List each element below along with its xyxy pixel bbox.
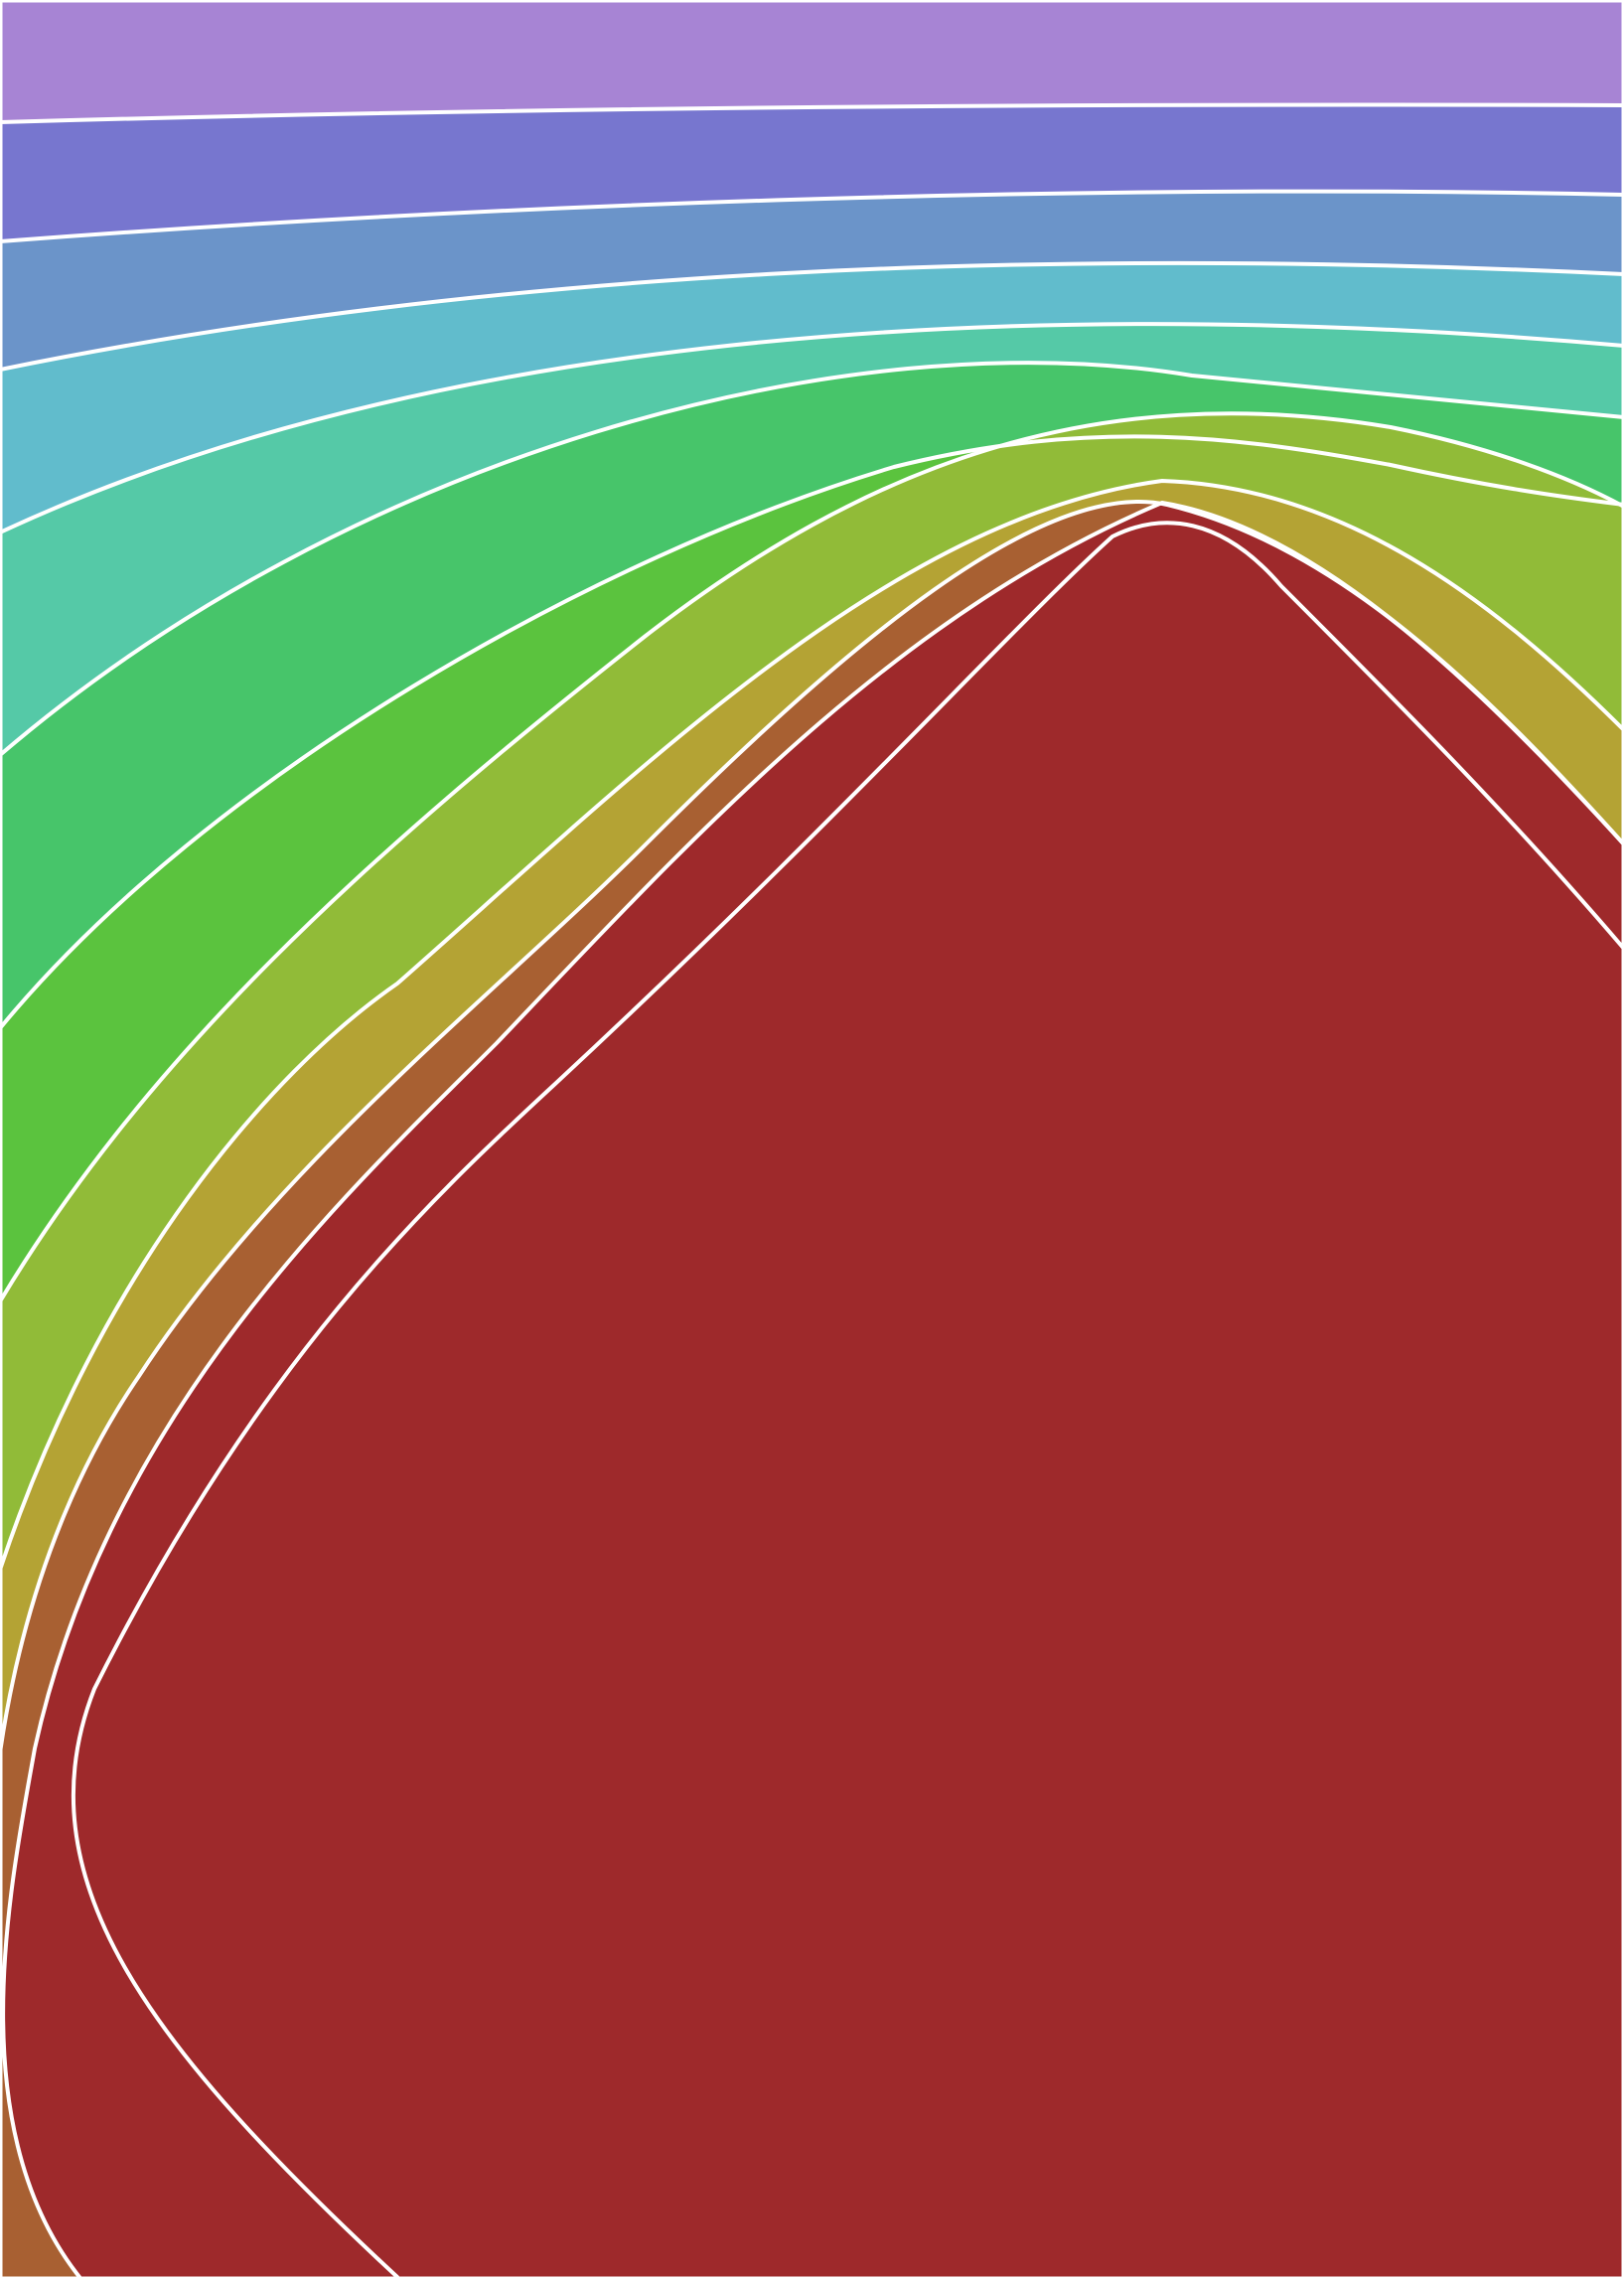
contour-line-1	[0, 102, 1624, 124]
contour-line-2	[0, 189, 1624, 243]
contour-line-9	[0, 499, 1624, 2113]
contour-line-5	[0, 361, 1624, 757]
contour-line-8	[0, 479, 1624, 1572]
contour-line-11	[71, 521, 1624, 2279]
contour-line-6	[0, 434, 1624, 1030]
contour-line-10	[1, 501, 1624, 2279]
contour-line-4	[0, 322, 1624, 534]
contour-line-3	[0, 260, 1624, 372]
contour-band-12	[0, 523, 1624, 2279]
contour-line-7	[0, 411, 1624, 1303]
